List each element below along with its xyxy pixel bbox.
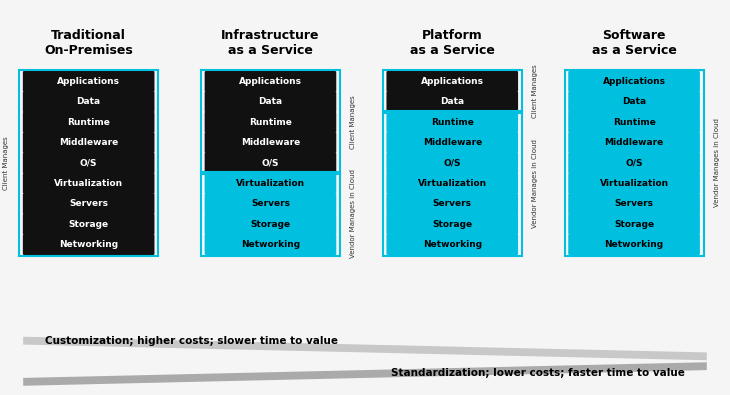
FancyBboxPatch shape	[386, 173, 518, 194]
Text: Vendor Manages in Cloud: Vendor Manages in Cloud	[532, 139, 538, 228]
FancyBboxPatch shape	[204, 132, 337, 153]
Text: Software
as a Service: Software as a Service	[591, 29, 677, 57]
FancyBboxPatch shape	[23, 71, 155, 92]
FancyBboxPatch shape	[386, 112, 518, 133]
Text: Servers: Servers	[615, 199, 653, 208]
FancyBboxPatch shape	[204, 112, 337, 133]
FancyBboxPatch shape	[568, 91, 700, 113]
Text: Runtime: Runtime	[67, 118, 110, 127]
Text: Client Manages: Client Manages	[3, 136, 9, 190]
Text: Storage: Storage	[250, 220, 291, 229]
Text: Data: Data	[258, 97, 283, 106]
Text: Data: Data	[440, 97, 464, 106]
FancyBboxPatch shape	[568, 234, 700, 255]
Polygon shape	[23, 362, 707, 386]
FancyBboxPatch shape	[23, 173, 155, 194]
FancyBboxPatch shape	[23, 193, 155, 214]
Text: Applications: Applications	[239, 77, 302, 86]
Text: Middleware: Middleware	[423, 138, 482, 147]
Text: Applications: Applications	[420, 77, 484, 86]
Text: Networking: Networking	[604, 240, 664, 249]
FancyBboxPatch shape	[204, 91, 337, 113]
Text: Applications: Applications	[57, 77, 120, 86]
FancyBboxPatch shape	[204, 152, 337, 173]
Text: Vendor Manages in Cloud: Vendor Manages in Cloud	[350, 169, 356, 258]
FancyBboxPatch shape	[23, 91, 155, 113]
FancyBboxPatch shape	[23, 132, 155, 153]
Text: O/S: O/S	[80, 158, 97, 167]
Text: Vendor Manages in Cloud: Vendor Manages in Cloud	[714, 118, 720, 207]
FancyBboxPatch shape	[386, 234, 518, 255]
FancyBboxPatch shape	[386, 91, 518, 113]
FancyBboxPatch shape	[204, 71, 337, 92]
FancyBboxPatch shape	[204, 173, 337, 194]
Text: Runtime: Runtime	[249, 118, 292, 127]
FancyBboxPatch shape	[204, 214, 337, 235]
Text: Storage: Storage	[432, 220, 472, 229]
Text: Virtualization: Virtualization	[418, 179, 487, 188]
Text: O/S: O/S	[262, 158, 279, 167]
Text: Standardization; lower costs; faster time to value: Standardization; lower costs; faster tim…	[391, 368, 685, 378]
Text: Networking: Networking	[423, 240, 482, 249]
Text: Middleware: Middleware	[604, 138, 664, 147]
FancyBboxPatch shape	[568, 193, 700, 214]
Text: Runtime: Runtime	[612, 118, 656, 127]
Text: O/S: O/S	[626, 158, 643, 167]
FancyBboxPatch shape	[568, 152, 700, 173]
Text: Platform
as a Service: Platform as a Service	[410, 29, 495, 57]
Text: O/S: O/S	[444, 158, 461, 167]
Text: Data: Data	[77, 97, 101, 106]
FancyBboxPatch shape	[204, 193, 337, 214]
FancyBboxPatch shape	[386, 193, 518, 214]
Text: Client Manages: Client Manages	[532, 65, 538, 118]
Text: Storage: Storage	[69, 220, 109, 229]
Text: Servers: Servers	[251, 199, 290, 208]
Text: Middleware: Middleware	[59, 138, 118, 147]
FancyBboxPatch shape	[23, 112, 155, 133]
FancyBboxPatch shape	[386, 152, 518, 173]
Text: Networking: Networking	[59, 240, 118, 249]
FancyBboxPatch shape	[568, 132, 700, 153]
FancyBboxPatch shape	[386, 132, 518, 153]
FancyBboxPatch shape	[568, 214, 700, 235]
Text: Virtualization: Virtualization	[54, 179, 123, 188]
Text: Infrastructure
as a Service: Infrastructure as a Service	[221, 29, 320, 57]
Text: Storage: Storage	[614, 220, 654, 229]
Text: Networking: Networking	[241, 240, 300, 249]
FancyBboxPatch shape	[568, 173, 700, 194]
FancyBboxPatch shape	[386, 71, 518, 92]
FancyBboxPatch shape	[386, 214, 518, 235]
Text: Middleware: Middleware	[241, 138, 300, 147]
Text: Client Manages: Client Manages	[350, 95, 356, 149]
Text: Servers: Servers	[69, 199, 108, 208]
Text: Traditional
On-Premises: Traditional On-Premises	[45, 29, 133, 57]
FancyBboxPatch shape	[23, 214, 155, 235]
FancyBboxPatch shape	[568, 71, 700, 92]
Text: Data: Data	[622, 97, 646, 106]
Text: Customization; higher costs; slower time to value: Customization; higher costs; slower time…	[45, 337, 338, 346]
FancyBboxPatch shape	[23, 152, 155, 173]
Text: Runtime: Runtime	[431, 118, 474, 127]
Text: Virtualization: Virtualization	[599, 179, 669, 188]
FancyBboxPatch shape	[23, 234, 155, 255]
Text: Applications: Applications	[602, 77, 666, 86]
Text: Virtualization: Virtualization	[236, 179, 305, 188]
FancyBboxPatch shape	[568, 112, 700, 133]
FancyBboxPatch shape	[204, 234, 337, 255]
Polygon shape	[23, 337, 707, 360]
Text: Servers: Servers	[433, 199, 472, 208]
